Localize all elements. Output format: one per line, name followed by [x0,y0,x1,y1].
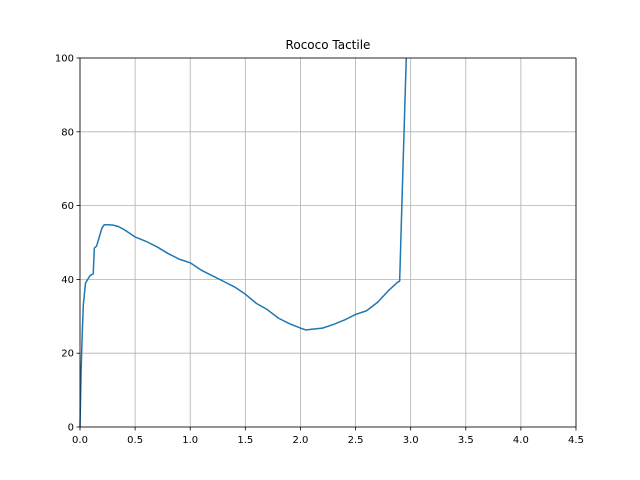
x-tick-label: 0.5 [127,435,143,446]
y-tick-label: 80 [61,127,74,138]
grid-lines [79,57,577,428]
y-tick-label: 60 [61,201,74,212]
y-tick-label: 100 [55,54,74,65]
x-tick-label: 2.0 [292,435,308,446]
x-tick-label: 3.5 [458,435,474,446]
x-tick-label: 4.5 [568,435,584,446]
x-tick-label: 0.0 [72,435,88,446]
y-tick-label: 0 [68,423,74,434]
x-tick-label: 1.5 [237,435,253,446]
y-tick-label: 20 [61,349,74,360]
y-axis-ticks: 0 20 40 60 80 100 [55,54,80,434]
y-tick-label: 40 [61,275,74,286]
plot-frame [79,57,577,428]
series-line [79,57,408,428]
x-tick-label: 1.0 [182,435,198,446]
chart-title: Rococo Tactile [286,38,371,52]
x-axis-ticks: 0.0 0.5 1.0 1.5 2.0 2.5 3.0 3.5 4.0 4.5 [72,427,584,446]
series-layer [79,57,408,428]
x-tick-label: 2.5 [348,435,364,446]
x-tick-label: 4.0 [513,435,529,446]
x-tick-label: 3.0 [403,435,419,446]
